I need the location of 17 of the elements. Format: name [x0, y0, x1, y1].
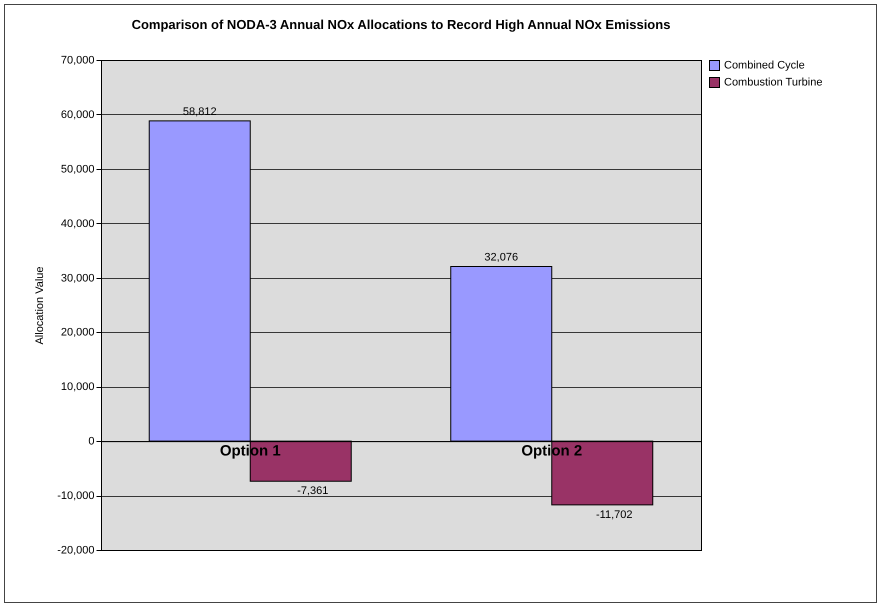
y-tick-label: 30,000 [60, 272, 94, 284]
y-tick-label: 20,000 [60, 326, 94, 339]
y-tick-label: -10,000 [57, 490, 94, 502]
y-tick-label: 10,000 [60, 381, 94, 394]
data-label: -7,361 [297, 485, 328, 498]
y-tick-label: 0 [88, 436, 94, 448]
legend-label: Combustion Turbine [724, 76, 822, 88]
data-label: 32,076 [484, 251, 518, 264]
y-tick-label: 70,000 [60, 54, 94, 66]
y-tick-label: -20,000 [57, 544, 94, 556]
y-tick-label: 50,000 [60, 163, 94, 176]
y-axis-title: Allocation Value [34, 266, 46, 345]
y-tick-label: 60,000 [60, 108, 94, 121]
data-label: -11,702 [596, 508, 633, 521]
legend-label: Combined Cycle [724, 60, 805, 72]
y-tick-label: 40,000 [60, 218, 94, 230]
chart-title: Comparison of NODA-3 Annual NOx Allocations to Record High Annual NOx Emissions [132, 17, 670, 32]
